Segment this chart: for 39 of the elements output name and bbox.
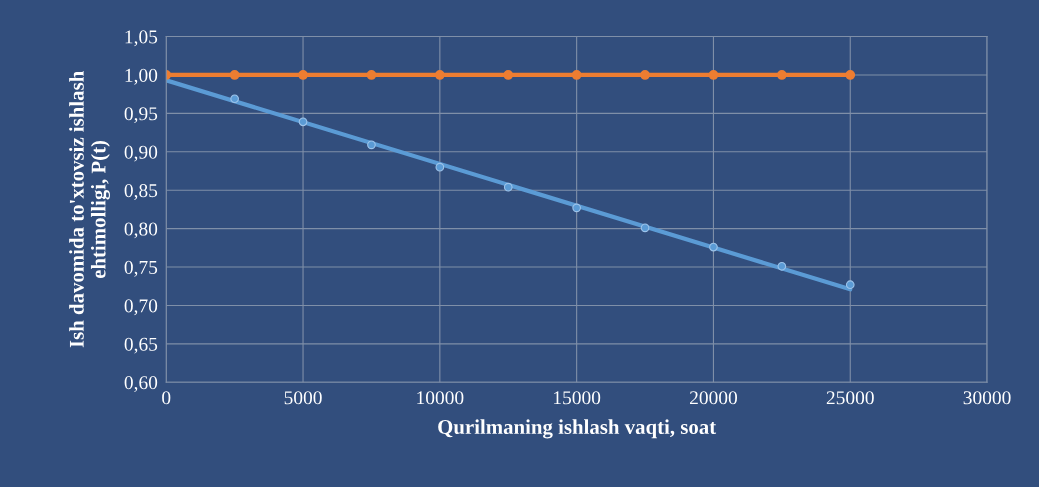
- point: [298, 117, 308, 127]
- y-tick-label: 1,00: [125, 68, 158, 85]
- y-tick-label: 0,75: [124, 260, 158, 277]
- point: [503, 182, 513, 192]
- x-tick-label: 15000: [554, 391, 601, 405]
- point: [230, 94, 239, 104]
- point: [435, 162, 445, 172]
- point: [366, 70, 377, 80]
- point: [845, 280, 855, 290]
- point: [776, 70, 787, 80]
- y-tick-label: 0,95: [124, 107, 158, 124]
- y-tick-label: 0,90: [124, 145, 158, 162]
- point: [640, 223, 650, 233]
- point: [709, 242, 718, 252]
- point: [708, 70, 719, 80]
- point: [434, 70, 445, 80]
- x-tick-label: 25000: [826, 391, 874, 405]
- x-tick-label: 10000: [417, 391, 464, 405]
- point: [298, 70, 308, 80]
- x-tick-label: 0: [162, 391, 171, 405]
- point: [503, 70, 514, 80]
- point: [640, 70, 650, 80]
- point: [777, 261, 787, 271]
- y-axis-title: Ish davomida to'xtovsiz ishlash ehtimolligi, P(t): [69, 71, 110, 348]
- x-tick-label: 30000: [963, 391, 1011, 405]
- y-tick-label: 0,85: [124, 184, 158, 200]
- point: [571, 70, 582, 80]
- point: [845, 70, 856, 80]
- x-tick-label: 20000: [689, 391, 738, 405]
- point: [367, 140, 376, 150]
- y-tick-label: 0,70: [124, 299, 158, 316]
- point: [572, 203, 582, 213]
- y-tick-label: 0,80: [124, 222, 158, 239]
- y-tick-label: 1,05: [125, 30, 158, 47]
- y-tick-label: 0,65: [124, 337, 158, 354]
- y-tick-label: 0,60: [124, 376, 158, 393]
- x-axis-title: Qurilmaning ishlash vaqti, soat: [438, 419, 717, 439]
- x-tick-label: 5000: [284, 391, 322, 405]
- point: [229, 70, 240, 80]
